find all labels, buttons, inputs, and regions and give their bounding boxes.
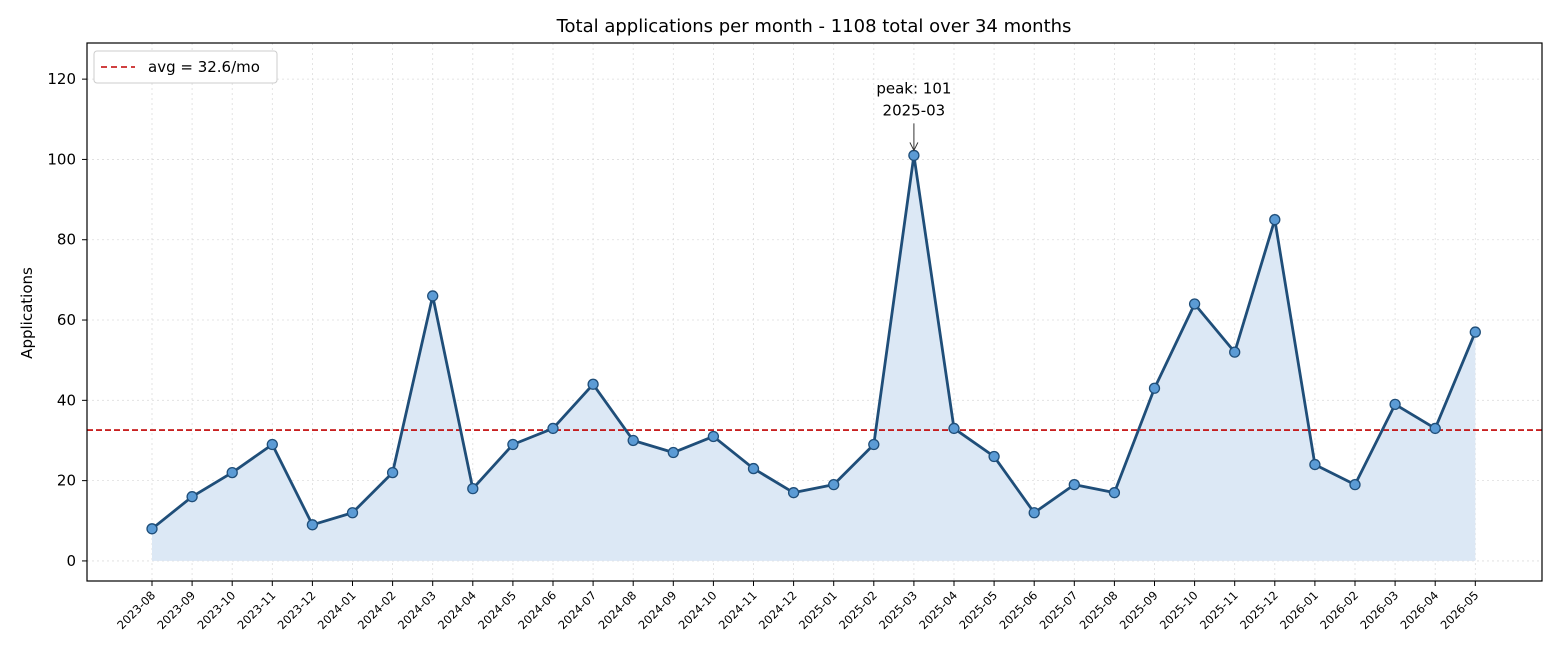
- x-tick-label-2023-08: 2023-08: [114, 588, 158, 632]
- x-tick-label-2025-06: 2025-06: [996, 588, 1040, 632]
- x-tick-label-2026-04: 2026-04: [1397, 588, 1441, 632]
- y-tick-label-100: 100: [47, 150, 76, 168]
- x-tick-label-2023-10: 2023-10: [194, 588, 238, 632]
- data-point-2025-06: [1028, 507, 1040, 519]
- y-ticks: 0 20 40 60 80 100 120: [47, 70, 87, 570]
- x-tick-label-2025-08: 2025-08: [1077, 588, 1121, 632]
- x-tick-label-2026-05: 2026-05: [1438, 588, 1482, 632]
- data-point-2025-05: [988, 450, 1000, 463]
- data-point-2023-12: [306, 519, 319, 531]
- x-tick-label-2024-02: 2024-02: [355, 588, 399, 632]
- x-tick-label-2025-01: 2025-01: [796, 588, 840, 632]
- data-point-2025-10: [1188, 298, 1201, 310]
- x-tick-label-2025-05: 2025-05: [956, 588, 1000, 632]
- x-tick-label-2023-09: 2023-09: [154, 588, 198, 632]
- x-tick-label-2025-12: 2025-12: [1237, 588, 1281, 632]
- data-point-2024-08: [627, 434, 639, 447]
- x-tick-label-2024-07: 2024-07: [555, 588, 599, 632]
- legend: avg = 32.6/mo: [93, 50, 278, 84]
- x-tick-label-2024-12: 2024-12: [756, 588, 800, 632]
- series-line-path: [151, 154, 1477, 530]
- data-point-2025-11: [1229, 346, 1241, 358]
- data-point-2024-09: [667, 446, 679, 459]
- x-tick-label-2024-10: 2024-10: [676, 588, 720, 632]
- x-tick-label-2025-04: 2025-04: [916, 588, 960, 632]
- y-tick-label-0: 0: [66, 552, 76, 570]
- x-tick-label-2025-10: 2025-10: [1157, 588, 1201, 632]
- x-tick-label-2024-09: 2024-09: [636, 588, 680, 632]
- data-points: [146, 149, 1481, 535]
- area-fill-path: [152, 155, 1476, 561]
- data-point-2024-03: [427, 290, 439, 302]
- x-tick-label-2025-09: 2025-09: [1117, 588, 1161, 632]
- data-point-2026-01: [1309, 458, 1321, 471]
- y-tick-label-60: 60: [57, 311, 76, 329]
- y-tick-label-80: 80: [57, 231, 76, 249]
- peak-annotation: peak: 101 2025-03: [876, 79, 951, 152]
- x-tick-label-2025-11: 2025-11: [1197, 588, 1241, 632]
- data-point-2025-08: [1108, 487, 1121, 499]
- data-point-2025-09: [1148, 382, 1161, 394]
- area-fill: [152, 155, 1476, 561]
- x-tick-label-2024-04: 2024-04: [435, 588, 479, 632]
- y-tick-label-120: 120: [47, 70, 76, 88]
- data-point-2026-05: [1469, 326, 1481, 338]
- chart-title: Total applications per month - 1108 tota…: [556, 16, 1072, 37]
- y-axis-label: Applications: [18, 267, 36, 359]
- x-tick-label-2024-03: 2024-03: [395, 588, 439, 632]
- data-point-2023-09: [186, 491, 198, 503]
- plot-frame: [86, 42, 1543, 582]
- peak-annotation-date: 2025-03: [883, 101, 946, 119]
- x-tick-label-2025-02: 2025-02: [836, 588, 880, 632]
- x-tick-label-2026-03: 2026-03: [1357, 588, 1401, 632]
- data-point-2024-12: [787, 487, 800, 499]
- data-point-2025-04: [948, 422, 960, 435]
- data-point-2024-02: [386, 466, 399, 479]
- data-point-2026-02: [1349, 478, 1361, 491]
- x-tick-label-2024-11: 2024-11: [716, 588, 760, 632]
- series-line: [151, 154, 1477, 530]
- legend-box: [93, 50, 278, 84]
- data-point-2024-11: [747, 462, 760, 475]
- data-point-2023-11: [266, 438, 278, 451]
- x-tick-label-2026-01: 2026-01: [1277, 588, 1321, 632]
- x-tick-label-2024-01: 2024-01: [315, 588, 359, 632]
- peak-annotation-value: peak: 101: [876, 79, 951, 97]
- x-tick-label-2024-08: 2024-08: [595, 588, 639, 632]
- data-point-2025-01: [828, 478, 840, 491]
- x-tick-label-2025-07: 2025-07: [1037, 588, 1081, 632]
- data-point-2026-04: [1429, 422, 1441, 435]
- x-tick-label-2024-06: 2024-06: [515, 588, 559, 632]
- data-point-2024-04: [467, 483, 479, 495]
- x-tick-label-2023-12: 2023-12: [275, 588, 319, 632]
- x-tick-label-2025-03: 2025-03: [876, 588, 920, 632]
- data-point-2025-07: [1068, 478, 1080, 491]
- legend-label: avg = 32.6/mo: [148, 58, 260, 76]
- data-point-2025-03: [908, 149, 920, 162]
- data-point-2026-03: [1389, 398, 1401, 410]
- y-tick-label-40: 40: [57, 391, 76, 409]
- x-ticks: 2023-082023-092023-102023-112023-122024-…: [114, 581, 1481, 632]
- data-point-2025-12: [1269, 214, 1281, 226]
- data-point-2023-08: [146, 523, 158, 535]
- data-point-2024-01: [346, 507, 359, 519]
- annotation-arrow-head: [909, 142, 919, 152]
- x-tick-label-2023-11: 2023-11: [235, 588, 279, 632]
- data-point-2023-10: [226, 466, 238, 479]
- data-point-2024-07: [587, 378, 599, 390]
- data-point-2025-02: [868, 438, 880, 451]
- data-point-2024-06: [547, 422, 559, 435]
- data-point-2024-05: [507, 438, 519, 451]
- x-tick-label-2026-02: 2026-02: [1317, 588, 1361, 632]
- data-point-2024-10: [707, 430, 720, 443]
- y-tick-label-20: 20: [57, 472, 76, 490]
- x-tick-label-2024-05: 2024-05: [475, 588, 519, 632]
